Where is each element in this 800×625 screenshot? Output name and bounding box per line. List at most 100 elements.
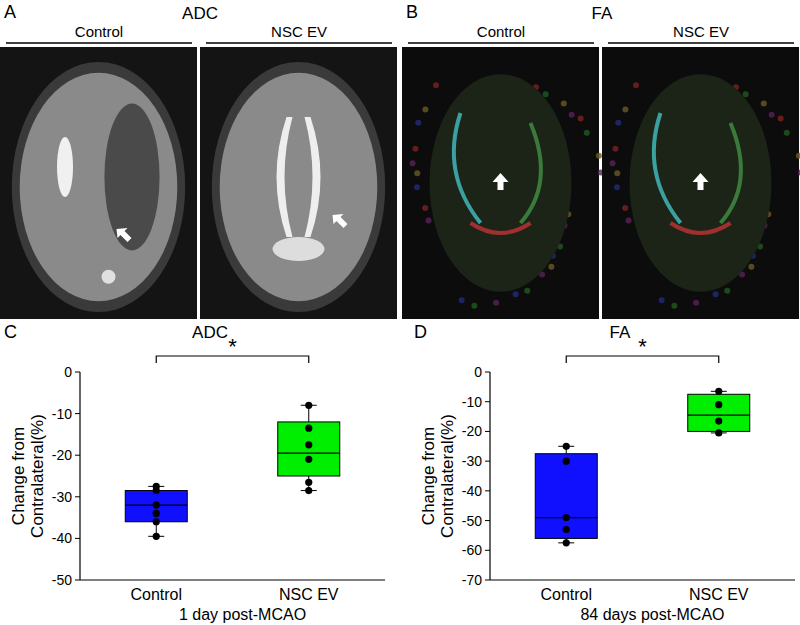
speckle [748, 264, 754, 270]
marks [125, 402, 340, 540]
y-tick-label: -60 [462, 542, 482, 558]
speckle [659, 297, 665, 303]
annotation: * [228, 334, 237, 359]
column-header: NSC EV [673, 23, 729, 40]
box [688, 394, 750, 431]
speckle [548, 264, 554, 270]
header-rule [408, 42, 594, 44]
box [125, 491, 187, 522]
speckle [524, 288, 530, 294]
speckle [569, 112, 575, 118]
ventricle [57, 137, 73, 197]
speckle [410, 160, 416, 166]
speckle [412, 146, 418, 152]
point [563, 443, 570, 450]
column-header: Control [477, 23, 525, 40]
point [563, 526, 570, 533]
y-tick [75, 372, 80, 373]
y-axis [79, 372, 80, 580]
lesion [104, 104, 159, 251]
y-axis [489, 372, 490, 580]
y-tick-label: 0 [474, 364, 482, 380]
category-label: Control [540, 586, 592, 603]
figure: AADCControlNSC EVBFAControlNSC EVCADC-50… [0, 0, 800, 625]
y-tick [75, 413, 80, 414]
y-tick [485, 461, 490, 462]
y-tick-label: -50 [52, 572, 72, 588]
y-tick [485, 372, 490, 373]
x-axis-label: 84 days post-MCAO [580, 606, 724, 623]
speckle [713, 291, 719, 297]
speckle [769, 112, 775, 118]
y-axis-label-line: Contralateral(%) [28, 414, 47, 538]
speckle [761, 100, 767, 106]
speckle [612, 146, 618, 152]
y-tick [75, 538, 80, 539]
panel-label: B [406, 2, 418, 22]
speckle [561, 100, 567, 106]
y-tick [485, 431, 490, 432]
brain [20, 73, 178, 301]
box [278, 422, 340, 476]
y-tick-label: -20 [52, 447, 72, 463]
y-tick-label: -40 [52, 530, 72, 546]
skull [12, 62, 185, 312]
speckle [622, 107, 628, 113]
point [305, 425, 312, 432]
tract [721, 123, 741, 223]
y-tick-label: -70 [462, 572, 482, 588]
point [153, 502, 160, 509]
tract [471, 223, 531, 233]
header-rule [608, 42, 794, 44]
chart: DFA-70-60-50-40-30-20-100Change fromCont… [414, 322, 795, 623]
ventricle [102, 270, 116, 284]
speckle [614, 184, 620, 190]
column-header: Control [75, 23, 123, 40]
speckle [425, 218, 431, 224]
speckle [414, 170, 420, 176]
point [153, 510, 160, 517]
category-label: NSC EV [689, 586, 749, 603]
point [305, 441, 312, 448]
speckle [578, 116, 584, 122]
y-tick-label: 0 [64, 364, 72, 380]
y-axis-label: Change fromContralateral(%) [419, 414, 457, 538]
speckle [513, 291, 519, 297]
speckle [671, 303, 677, 309]
mri-background [402, 47, 599, 319]
median [278, 453, 340, 454]
speckle [798, 169, 800, 175]
speckle [625, 218, 631, 224]
x-axis-label: 1 day post-MCAO [179, 606, 306, 623]
column-header: NSC EV [271, 23, 327, 40]
marks [535, 388, 750, 547]
box [535, 454, 597, 539]
speckle [493, 300, 499, 306]
panel-title: ADC [182, 4, 218, 23]
y-tick-label: -30 [52, 489, 72, 505]
y-tick [485, 550, 490, 551]
x-axis [80, 579, 385, 580]
tract [454, 113, 481, 223]
y-tick [485, 490, 490, 491]
tract [671, 223, 731, 233]
y-tick [485, 520, 490, 521]
y-tick-label: -10 [462, 394, 482, 410]
speckle [543, 91, 549, 97]
arrow [693, 173, 709, 190]
point [305, 402, 312, 409]
speckle [596, 153, 602, 159]
panel-label: A [4, 2, 16, 22]
y-tick-label: -10 [52, 406, 72, 422]
speckle [784, 130, 790, 136]
y-tick [75, 580, 80, 581]
point [305, 479, 312, 486]
tract [654, 113, 681, 223]
speckle [422, 107, 428, 113]
image-panel: BFAControlNSC EV [402, 2, 800, 319]
header-rule [206, 42, 392, 44]
chart-title: FA [610, 323, 631, 342]
category-label: Control [130, 586, 182, 603]
mri-background [0, 47, 197, 319]
arrow [117, 228, 132, 242]
